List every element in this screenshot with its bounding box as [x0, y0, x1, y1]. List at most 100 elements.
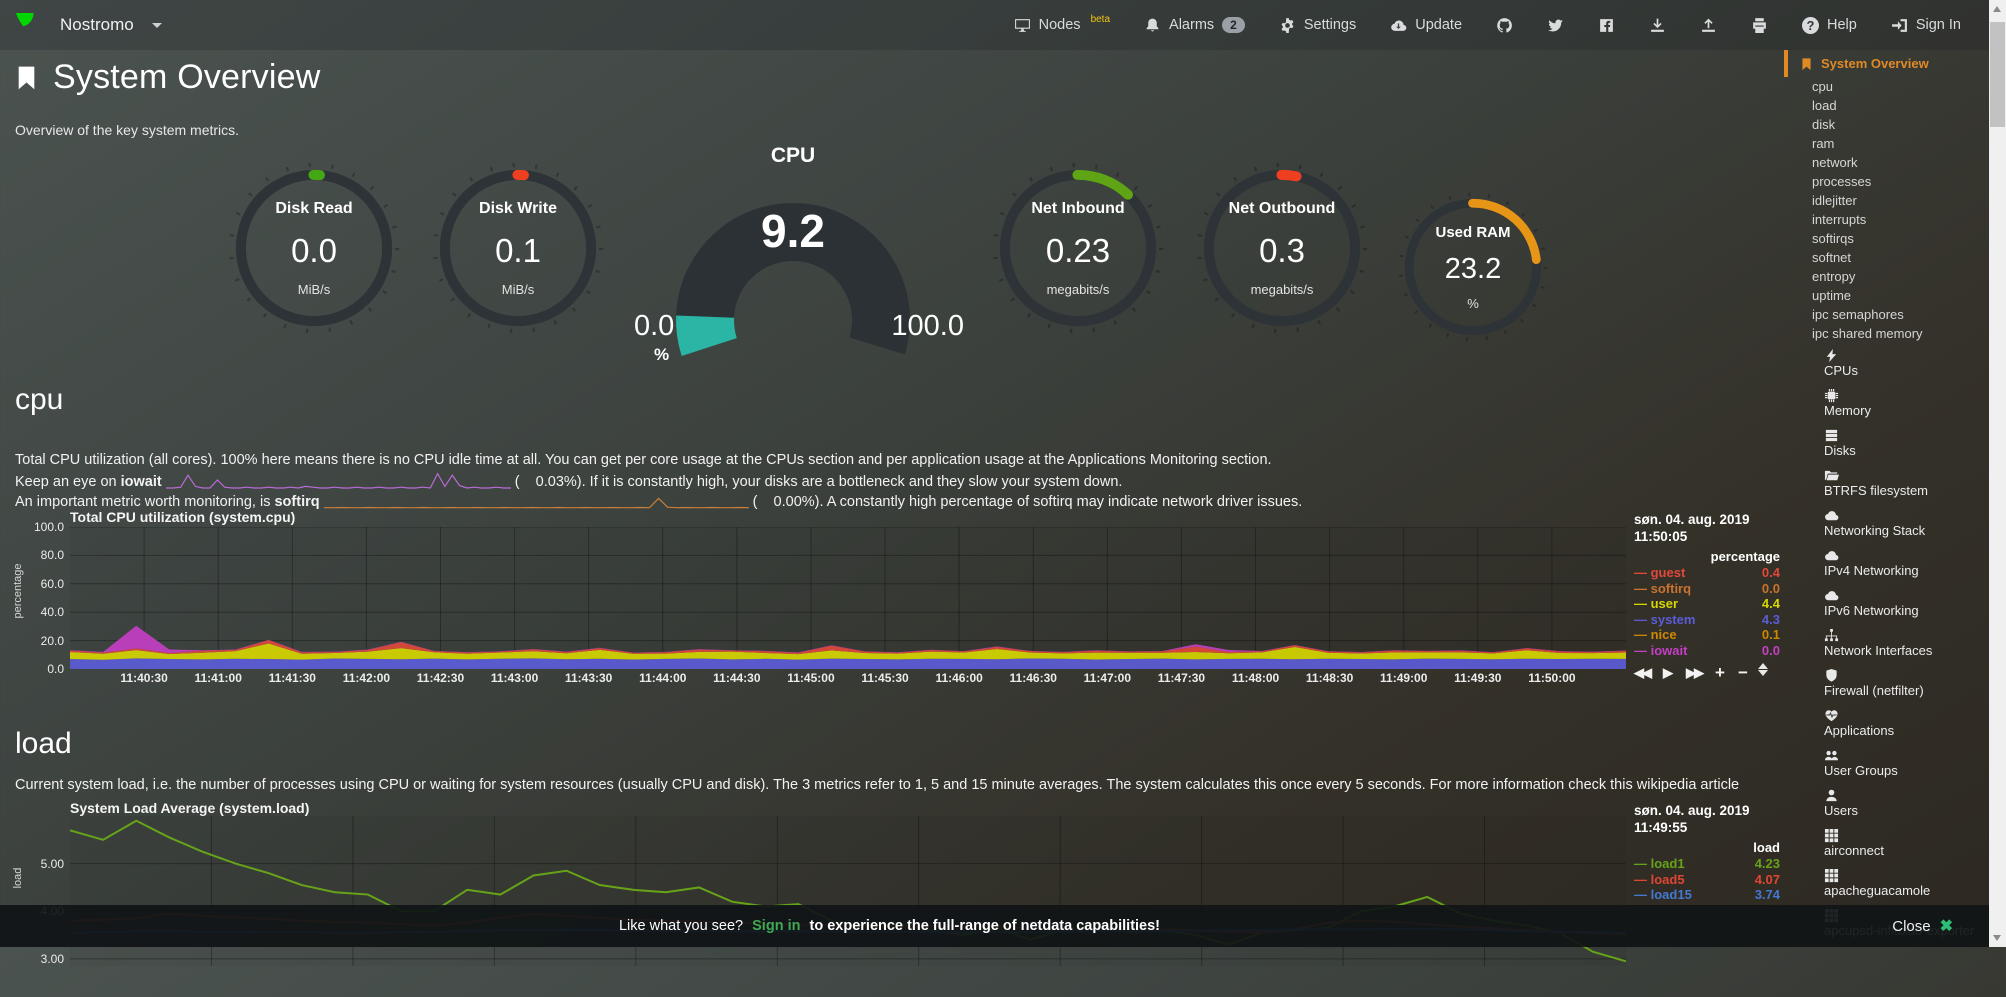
cpu-plot-area[interactable]: [70, 527, 1626, 669]
twitter-button[interactable]: [1547, 17, 1564, 34]
cpu-description-iowait: Keep an eye on iowait ( 0.03%). If it is …: [15, 470, 1122, 492]
zoom-in-button[interactable]: +: [1715, 663, 1725, 682]
sidebar-subitem-softnet[interactable]: softnet: [1812, 249, 1852, 265]
legend-units-header: load: [1753, 840, 1780, 855]
legend-row-guest[interactable]: — guest 0.4: [1634, 565, 1780, 581]
grid-icon: [1824, 868, 1839, 883]
legend-row-nice[interactable]: — nice 0.1: [1634, 627, 1780, 643]
gauge-net-outbound[interactable]: Net Outbound 0.3 megabits/s: [1196, 162, 1368, 334]
sidebar-subitem-ipc-shared-memory[interactable]: ipc shared memory: [1812, 325, 1923, 341]
sidebar-item-network-interfaces[interactable]: Network Interfaces: [1784, 623, 1989, 663]
sidebar-item-apacheguacamole[interactable]: apacheguacamole: [1784, 863, 1989, 903]
scroll-up-arrow[interactable]: [1993, 6, 2001, 12]
sidebar-subitem-disk[interactable]: disk: [1812, 116, 1836, 132]
github-button[interactable]: [1496, 17, 1513, 34]
update-button[interactable]: Update: [1390, 17, 1462, 34]
sidebar-item-users[interactable]: Users: [1784, 783, 1989, 823]
gauge-cpu[interactable]: CPU 9.2 0.0 100.0 %: [628, 142, 964, 437]
sidebar-subitem-interrupts[interactable]: interrupts: [1812, 211, 1867, 227]
sidebar-item-btrfs-filesystem[interactable]: BTRFS filesystem: [1784, 463, 1989, 503]
gear-icon: [1281, 17, 1294, 33]
sidebar-subitem-ram[interactable]: ram: [1812, 135, 1835, 151]
legend-series-value: 3.74: [1754, 887, 1780, 902]
legend-row-load1[interactable]: — load1 4.23: [1634, 856, 1780, 872]
vertical-scrollbar[interactable]: [1989, 0, 2006, 947]
legend-row-system[interactable]: — system 4.3: [1634, 612, 1780, 628]
gauge-min: 0.0: [634, 310, 675, 342]
export-button[interactable]: [1700, 17, 1717, 34]
sidebar-subitem-cpu[interactable]: cpu: [1812, 78, 1833, 94]
alarms-button[interactable]: Alarms 2: [1144, 17, 1245, 34]
legend-row-softirq[interactable]: — softirq 0.0: [1634, 581, 1780, 597]
sidebar-subitem-entropy[interactable]: entropy: [1812, 268, 1856, 284]
gauge-disk-read[interactable]: Disk Read 0.0 MiB/s: [228, 162, 400, 334]
legend-row-iowait[interactable]: — iowait 0.0: [1634, 643, 1780, 659]
sidebar-item-cpus[interactable]: CPUs: [1784, 343, 1989, 383]
sidebar-item-ipv4-networking[interactable]: IPv4 Networking: [1784, 543, 1989, 583]
sidebar-subitem-ipc-semaphores[interactable]: ipc semaphores: [1812, 306, 1904, 322]
play-button[interactable]: ▶: [1663, 665, 1673, 680]
import-button[interactable]: [1649, 17, 1666, 34]
gauge-disk-write[interactable]: Disk Write 0.1 MiB/s: [432, 162, 604, 334]
gauge-title: CPU: [770, 144, 816, 167]
sidebar-item-ipv6-networking[interactable]: IPv6 Networking: [1784, 583, 1989, 623]
legend-series-name: — load5: [1634, 871, 1685, 887]
twitter-icon: [1548, 19, 1563, 31]
softirq-sparkline[interactable]: [323, 490, 749, 510]
legend-series-value: 4.07: [1754, 871, 1780, 887]
gauge-used-ram[interactable]: Used RAM 23.2%: [1398, 192, 1548, 342]
sidebar-item-networking-stack[interactable]: Networking Stack: [1784, 503, 1989, 543]
legend-row-load15[interactable]: — load15 3.74: [1634, 887, 1780, 903]
gauge-net-inbound[interactable]: Net Inbound 0.23 megabits/s: [992, 162, 1164, 334]
legend-units-header: percentage: [1710, 549, 1780, 564]
sidebar-subitem-idlejitter[interactable]: idlejitter: [1812, 192, 1857, 208]
cloud-download-icon: [1391, 19, 1407, 31]
legend-series-name: — guest: [1634, 565, 1686, 580]
sidebar-item-firewall-netfilter[interactable]: Firewall (netfilter): [1784, 663, 1989, 703]
iowait-value: 0.03%: [535, 474, 577, 490]
beta-badge: beta: [1090, 13, 1111, 25]
x-tick: 11:49:00: [1380, 671, 1428, 685]
pan-right-button[interactable]: ▶▶: [1686, 665, 1704, 680]
facebook-button[interactable]: [1598, 17, 1615, 34]
sidebar-item-applications[interactable]: Applications: [1784, 703, 1989, 743]
sidebar-item-user-groups[interactable]: User Groups: [1784, 743, 1989, 783]
sidebar-subitem-network[interactable]: network: [1812, 154, 1858, 170]
banner-signin-link[interactable]: Sign in: [752, 918, 801, 934]
sidebar-item-airconnect[interactable]: airconnect: [1784, 823, 1989, 863]
brand-menu[interactable]: Nostromo: [14, 11, 162, 39]
scroll-down-arrow[interactable]: [1993, 935, 2001, 941]
nodes-button[interactable]: Nodes beta: [1014, 13, 1111, 34]
legend-series-name: — user: [1634, 596, 1679, 611]
pan-left-button[interactable]: ◀◀: [1634, 665, 1652, 680]
signin-button[interactable]: Sign In: [1891, 17, 1961, 34]
gauge-value: 0.0: [291, 231, 337, 269]
sidebar-subitem-processes[interactable]: processes: [1812, 173, 1872, 189]
iowait-term: iowait: [120, 474, 162, 490]
legend-row-user[interactable]: — user 4.4: [1634, 596, 1780, 612]
help-button[interactable]: ? Help: [1802, 16, 1857, 34]
chart-resize-handle[interactable]: [1758, 663, 1768, 676]
gauge-unit: megabits/s: [1046, 281, 1110, 297]
settings-button[interactable]: Settings: [1279, 17, 1356, 34]
sidebar-item-label: Applications: [1824, 723, 1895, 738]
legend-time: 11:49:55: [1634, 820, 1688, 835]
folder-icon: [1824, 470, 1839, 481]
x-tick: 11:47:30: [1157, 671, 1206, 685]
printer-icon: [1753, 17, 1766, 33]
scrollbar-thumb[interactable]: [1990, 22, 2005, 127]
iowait-sparkline[interactable]: [165, 470, 511, 490]
sidebar-subitem-load[interactable]: load: [1812, 97, 1837, 113]
sidebar-item-memory[interactable]: Memory: [1784, 383, 1989, 423]
zoom-out-button[interactable]: −: [1737, 663, 1748, 682]
y-tick: 0.0: [47, 662, 64, 676]
sidebar-subitem-uptime[interactable]: uptime: [1812, 287, 1852, 303]
print-button[interactable]: [1751, 17, 1768, 34]
banner-close-button[interactable]: Close ✖: [1892, 916, 1953, 936]
signin-banner: Like what you see? Sign in to experience…: [0, 905, 1989, 947]
sidebar-subitem-softirqs[interactable]: softirqs: [1812, 230, 1854, 246]
legend-row-load5[interactable]: — load5 4.07: [1634, 872, 1780, 888]
sidebar-item-system-overview[interactable]: System Overview: [1784, 50, 1989, 77]
x-axis-ticks: 11:40:30 11:41:00 11:41:30 11:42:00 11:42:30…: [70, 671, 1626, 687]
sidebar-item-disks[interactable]: Disks: [1784, 423, 1989, 463]
